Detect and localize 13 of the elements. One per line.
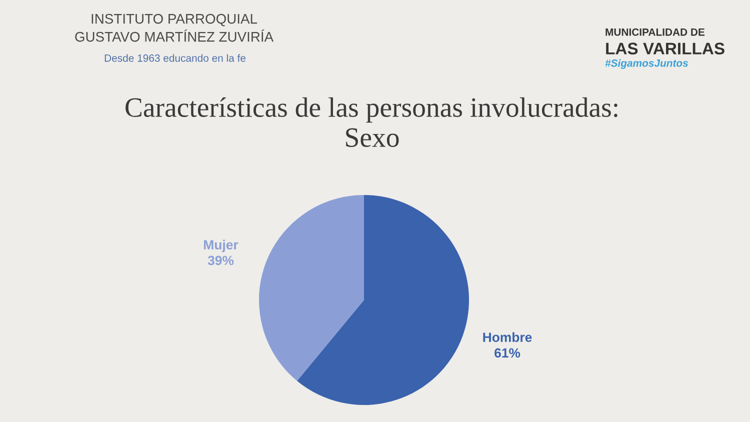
data-label: 39% (208, 256, 234, 266)
pie-slice (259, 195, 364, 381)
slice-label: Hombre (483, 332, 532, 342)
data-label: 61% (494, 348, 520, 358)
text: Desde 1963 educando en la fe (104, 54, 246, 62)
text: INSTITUTO PARROQUIAL (92, 14, 258, 26)
text: #SigamosJuntos (605, 59, 688, 69)
text: GUSTAVO MARTÍNEZ ZUVIRÍA (75, 30, 274, 42)
text: LAS VARILLAS (606, 42, 724, 54)
chart-title: Características de las personas involucradas: Sexo (126, 97, 618, 147)
pie-slice (297, 195, 469, 405)
slice-label: Mujer (204, 240, 238, 252)
text: MUNICIPALIDAD DE (606, 28, 705, 36)
